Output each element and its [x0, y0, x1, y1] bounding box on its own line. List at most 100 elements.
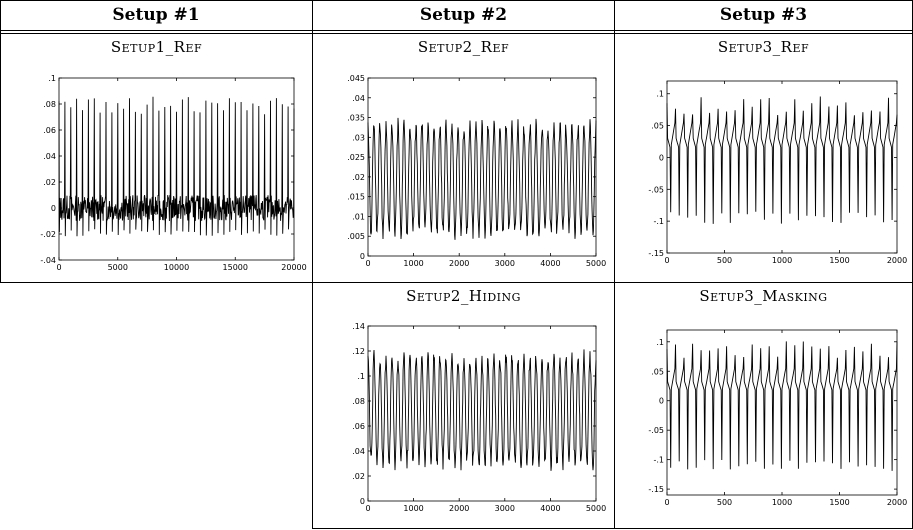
y-tick-label: .025	[347, 153, 365, 162]
col-divider-2	[312, 0, 313, 529]
y-tick-label: .02	[43, 178, 56, 187]
y-tick-label: -.05	[648, 426, 664, 435]
col-divider-1	[0, 0, 1, 283]
x-tick-label: 1000	[772, 498, 792, 507]
chart-setup2-hiding: 0 .02 .04 .06 .08 .1 .12 .14 0 1000 2000 3000 4000 50…	[352, 322, 606, 513]
chart-setup3-masking: -.15 -.1 -.05 0 .05 .1 0 500 1000 1500 2000	[648, 329, 907, 507]
series-line	[58, 96, 295, 237]
y-tick-label: .04	[352, 447, 365, 456]
plot-title-setup3-ref: Setup3_Ref	[717, 38, 810, 56]
plot-frame	[367, 325, 597, 502]
y-tick-label: .04	[43, 152, 56, 161]
series-line	[666, 341, 898, 471]
chart-setup1-ref: -.04 -.02 0 .02 .04 .06 .08 .1 0 5000 10000 15000 20…	[40, 74, 306, 272]
x-tick-label: 1000	[403, 504, 423, 513]
y-tick-label: .03	[352, 133, 365, 142]
x-tick-label: 2000	[887, 498, 907, 507]
x-tick-label: 1500	[829, 256, 849, 265]
y-tick-label: 0	[360, 497, 365, 506]
cell-setup2-hiding: Setup2_Hiding 0 .02 .04 .06 .08 .1 .12 .14 0 1000…	[313, 283, 614, 528]
x-tick-label: 10000	[164, 263, 189, 272]
y-tick-label: .12	[352, 347, 365, 356]
row1-bottom-rule	[0, 282, 913, 283]
y-tick-label: -.02	[40, 230, 56, 239]
cell-setup3-masking: Setup3_Masking -.15 -.1 -.05 0 .05 .1 0 500 1000…	[615, 283, 912, 528]
y-tick-label: .08	[43, 100, 56, 109]
plot-frame	[666, 80, 898, 254]
y-tick-label: .05	[651, 122, 664, 131]
series-line	[666, 96, 898, 224]
y-tick-label: 0	[51, 204, 56, 213]
x-tick-label: 3000	[495, 259, 515, 268]
x-tick-label: 5000	[108, 263, 128, 272]
x-tick-label: 0	[664, 498, 669, 507]
y-tick-label: 0	[360, 252, 365, 261]
y-tick-label: .02	[352, 173, 365, 182]
plot-title-setup1-ref: Setup1_Ref	[110, 38, 203, 56]
y-tick-label: 0	[659, 153, 664, 162]
header-bottom-rule-2	[0, 33, 913, 34]
header-setup3: Setup #3	[719, 5, 808, 25]
y-tick-label: .01	[352, 212, 365, 221]
y-tick-label: -.15	[648, 485, 664, 494]
col-divider-3	[614, 0, 615, 529]
plot-frame	[58, 77, 295, 261]
y-tick-label: -.05	[648, 185, 664, 194]
x-tick-label: 4000	[540, 259, 560, 268]
y-tick-label: .02	[352, 472, 365, 481]
x-tick-label: 0	[365, 504, 370, 513]
x-tick-label: 4000	[540, 504, 560, 513]
y-tick-label: .06	[352, 422, 365, 431]
y-tick-label: .1	[357, 372, 365, 381]
y-tick-label: .1	[48, 74, 56, 83]
x-tick-label: 500	[717, 256, 732, 265]
x-tick-label: 1000	[772, 256, 792, 265]
y-tick-label: -.04	[40, 256, 56, 265]
plot-title-setup2-hiding: Setup2_Hiding	[406, 287, 521, 305]
y-tick-label: .1	[656, 90, 664, 99]
header-setup1: Setup #1	[112, 5, 200, 25]
plot-title-setup2-ref: Setup2_Ref	[417, 38, 510, 56]
x-tick-label: 3000	[495, 504, 515, 513]
chart-setup3-ref: -.15 -.1 -.05 0 .05 .1 0 500 1000 1500 2000	[648, 80, 907, 265]
header-bottom-rule	[0, 30, 913, 31]
x-tick-label: 0	[365, 259, 370, 268]
x-tick-label: 15000	[223, 263, 248, 272]
x-tick-label: 2000	[887, 256, 907, 265]
chart-setup2-ref: 0 .005 .01 .015 .02 .025 .03 .035 .04 .045 0 1000 20…	[347, 74, 606, 268]
y-tick-label: .08	[352, 397, 365, 406]
plot-frame	[666, 329, 898, 496]
x-tick-label: 2000	[449, 504, 469, 513]
table-top-rule	[0, 0, 913, 1]
y-tick-label: .045	[347, 74, 365, 83]
cell-setup3-ref: Setup3_Ref -.15 -.1 -.05 0 .05 .1 0 500 1000 1500…	[615, 34, 912, 282]
y-tick-label: .015	[347, 193, 365, 202]
y-tick-label: .005	[347, 232, 365, 241]
series-line	[367, 349, 597, 471]
x-tick-label: 500	[717, 498, 732, 507]
y-tick-label: -.1	[653, 456, 664, 465]
x-tick-label: 5000	[586, 504, 606, 513]
y-tick-label: .035	[347, 114, 365, 123]
cell-setup1-ref: Setup1_Ref -.04 -.02 0 .02 .04 .06 .08 .1 0 5000 1…	[1, 34, 312, 282]
x-tick-label: 5000	[586, 259, 606, 268]
y-tick-label: .04	[352, 94, 365, 103]
y-tick-label: .05	[651, 367, 664, 376]
y-tick-label: 0	[659, 397, 664, 406]
y-tick-label: .1	[656, 338, 664, 347]
header-setup2: Setup #2	[419, 5, 508, 25]
table-bottom-rule	[312, 528, 913, 529]
x-tick-label: 1500	[829, 498, 849, 507]
y-tick-label: -.15	[648, 249, 664, 258]
y-tick-label: .14	[352, 322, 365, 331]
series-line	[367, 117, 597, 240]
x-tick-label: 1000	[403, 259, 423, 268]
y-tick-label: .06	[43, 126, 56, 135]
y-tick-label: -.1	[653, 217, 664, 226]
x-tick-label: 0	[664, 256, 669, 265]
plot-frame	[367, 77, 597, 257]
x-tick-label: 2000	[449, 259, 469, 268]
x-tick-label: 20000	[281, 263, 306, 272]
plot-title-setup3-masking: Setup3_Masking	[699, 287, 828, 305]
x-tick-label: 0	[56, 263, 61, 272]
